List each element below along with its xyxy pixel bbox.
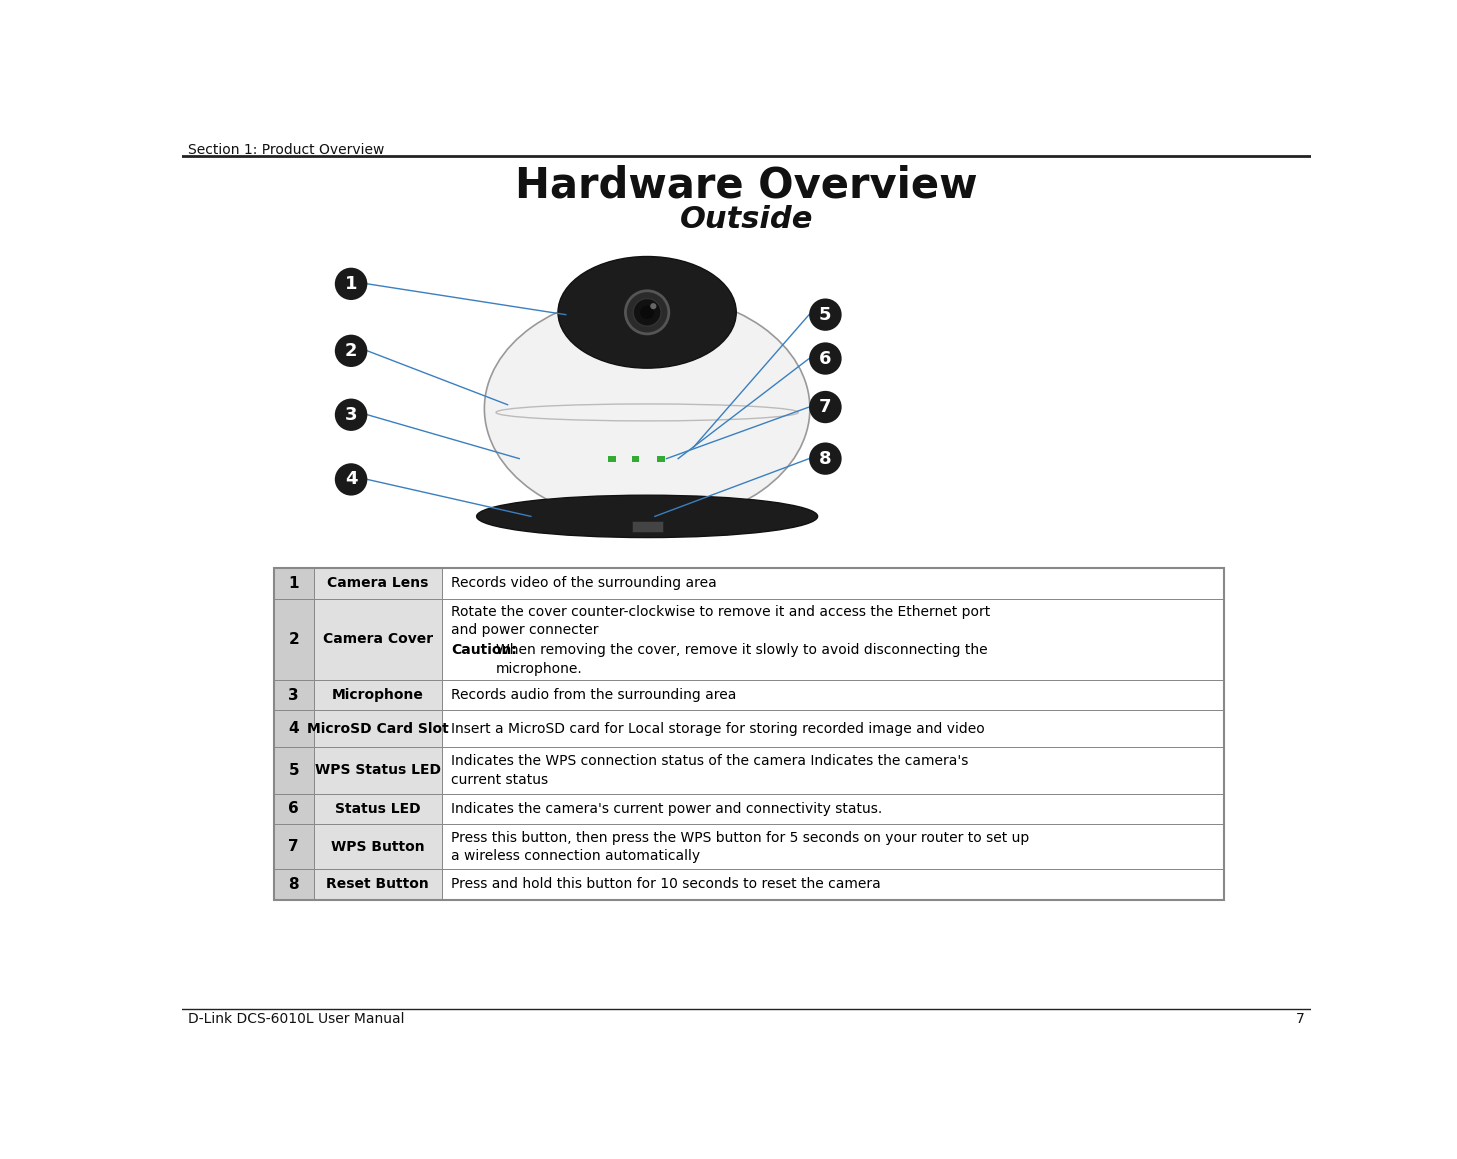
Text: MicroSD Card Slot: MicroSD Card Slot <box>307 722 449 736</box>
Circle shape <box>809 443 842 475</box>
Ellipse shape <box>558 256 736 369</box>
Text: Camera Lens: Camera Lens <box>328 576 428 590</box>
Bar <box>441 748 1224 794</box>
Text: 4: 4 <box>288 721 299 736</box>
Text: Rotate the cover counter-clockwise to remove it and access the Ethernet port
and: Rotate the cover counter-clockwise to re… <box>452 605 991 637</box>
Bar <box>441 599 1224 679</box>
Bar <box>313 794 441 824</box>
Text: When removing the cover, remove it slowly to avoid disconnecting the
microphone.: When removing the cover, remove it slowl… <box>495 643 988 676</box>
Bar <box>274 679 313 710</box>
Text: Insert a MicroSD card for Local storage for storing recorded image and video: Insert a MicroSD card for Local storage … <box>452 722 985 736</box>
Bar <box>441 679 1224 710</box>
Circle shape <box>809 299 842 330</box>
Bar <box>441 869 1224 899</box>
Circle shape <box>634 299 661 326</box>
Text: 6: 6 <box>288 802 299 816</box>
Text: D-Link DCS-6010L User Manual: D-Link DCS-6010L User Manual <box>188 1012 405 1026</box>
Bar <box>632 455 640 461</box>
Text: Hardware Overview: Hardware Overview <box>514 165 978 206</box>
Text: Caution:: Caution: <box>452 643 517 657</box>
Ellipse shape <box>484 293 810 524</box>
Circle shape <box>809 391 842 423</box>
Text: 6: 6 <box>819 350 832 367</box>
Text: Section 1: Product Overview: Section 1: Product Overview <box>188 143 385 156</box>
Ellipse shape <box>476 495 817 538</box>
Bar <box>609 455 616 461</box>
Text: 1: 1 <box>288 576 299 591</box>
Text: Indicates the WPS connection status of the camera Indicates the camera's
current: Indicates the WPS connection status of t… <box>452 755 969 787</box>
Text: Reset Button: Reset Button <box>326 877 430 891</box>
Text: 7: 7 <box>288 839 299 854</box>
Circle shape <box>625 291 669 334</box>
Text: 4: 4 <box>345 471 357 488</box>
Bar <box>274 710 313 748</box>
Text: Press this button, then press the WPS button for 5 seconds on your router to set: Press this button, then press the WPS bu… <box>452 831 1029 863</box>
Text: 7: 7 <box>819 398 832 416</box>
Text: 8: 8 <box>819 450 832 467</box>
Text: 2: 2 <box>345 342 357 359</box>
Bar <box>274 824 313 869</box>
Circle shape <box>335 464 367 496</box>
Circle shape <box>335 335 367 367</box>
Text: 3: 3 <box>345 406 357 424</box>
Bar <box>313 869 441 899</box>
Text: Microphone: Microphone <box>332 688 424 702</box>
Circle shape <box>335 268 367 300</box>
Circle shape <box>640 306 654 319</box>
Text: WPS Button: WPS Button <box>331 840 424 854</box>
Bar <box>657 455 664 461</box>
Bar <box>313 748 441 794</box>
Circle shape <box>650 304 657 309</box>
Text: Records audio from the surrounding area: Records audio from the surrounding area <box>452 688 736 702</box>
Text: Outside: Outside <box>679 205 813 234</box>
Bar <box>313 824 441 869</box>
Bar <box>274 794 313 824</box>
Circle shape <box>335 399 367 431</box>
Text: Status LED: Status LED <box>335 802 421 816</box>
Text: 1: 1 <box>345 275 357 293</box>
Bar <box>274 568 313 599</box>
Bar <box>274 568 1224 899</box>
Text: Press and hold this button for 10 seconds to reset the camera: Press and hold this button for 10 second… <box>452 877 881 891</box>
Text: Camera Cover: Camera Cover <box>323 632 433 647</box>
Text: Records video of the surrounding area: Records video of the surrounding area <box>452 576 717 590</box>
Text: 8: 8 <box>288 877 299 892</box>
Text: WPS Status LED: WPS Status LED <box>315 764 441 778</box>
Bar <box>441 794 1224 824</box>
Text: 7: 7 <box>1297 1012 1305 1026</box>
Bar <box>313 710 441 748</box>
Bar <box>313 679 441 710</box>
Bar <box>441 710 1224 748</box>
Circle shape <box>809 342 842 374</box>
Text: 3: 3 <box>288 687 299 702</box>
Bar <box>632 522 663 532</box>
Bar <box>441 824 1224 869</box>
Bar <box>274 869 313 899</box>
Text: 5: 5 <box>288 763 299 778</box>
Bar <box>274 748 313 794</box>
Bar <box>313 568 441 599</box>
Text: Indicates the camera's current power and connectivity status.: Indicates the camera's current power and… <box>452 802 883 816</box>
Text: 2: 2 <box>288 632 299 647</box>
Bar <box>441 568 1224 599</box>
Bar <box>274 599 313 679</box>
Text: 5: 5 <box>819 306 832 323</box>
Bar <box>313 599 441 679</box>
